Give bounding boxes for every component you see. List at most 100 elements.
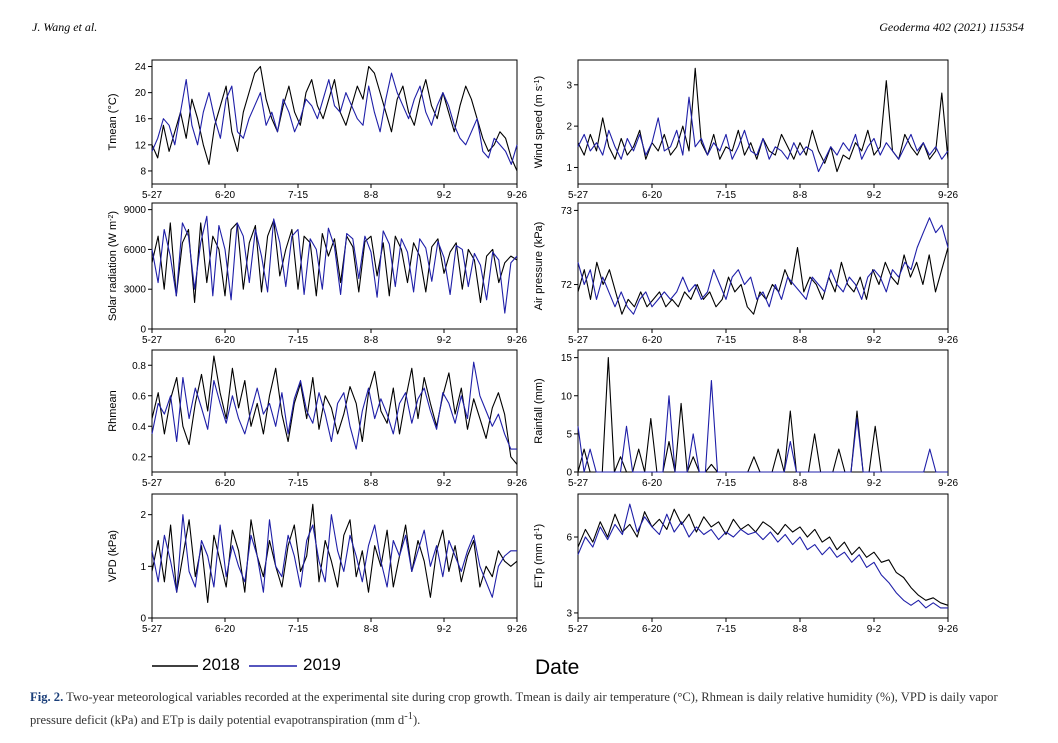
x-tick-label: 5-27 — [142, 190, 162, 201]
y-tick-label: 0 — [140, 325, 146, 336]
y-tick-label: 8 — [140, 166, 146, 177]
y-axis-label: Rhmean — [107, 390, 119, 432]
series-line-2018 — [577, 67, 949, 173]
y-tick-label: 5 — [566, 429, 572, 440]
series-line-2018 — [151, 355, 518, 465]
x-tick-label: 5-27 — [568, 335, 588, 346]
x-tick-label: 7-15 — [288, 190, 308, 201]
x-tick-label: 9-2 — [867, 478, 882, 489]
legend-label-2018: 2018 — [202, 655, 240, 674]
x-tick-label: 8-8 — [364, 335, 379, 346]
x-tick-label: 8-8 — [364, 190, 379, 201]
x-tick-label: 8-8 — [364, 478, 379, 489]
y-axis-label: Wind speed (m s-1) — [533, 76, 545, 168]
x-tick-label: 7-15 — [716, 624, 736, 635]
x-tick-label: 6-20 — [215, 478, 235, 489]
x-tick-label: 9-26 — [507, 190, 527, 201]
x-tick-label: 9-26 — [938, 478, 958, 489]
x-tick-label: 5-27 — [568, 478, 588, 489]
y-tick-label: 0 — [566, 468, 572, 479]
x-tick-label: 8-8 — [364, 624, 379, 635]
y-axis-label: Tmean (°C) — [107, 94, 119, 151]
y-axis-label: Solar radiation (W m-2) — [107, 211, 119, 321]
x-tick-label: 6-20 — [215, 624, 235, 635]
plot-frame — [577, 493, 949, 619]
chart-solar: 0 3000 6000 9000 5-27 6-20 7-15 8-8 9-2 9-26 Solar… — [107, 202, 527, 346]
x-tick-label: 5-27 — [142, 478, 162, 489]
chart-tmean: 8 12 16 20 24 5-27 6-20 7-15 8-8 9-2 9-26 Tmean (°C… — [107, 59, 527, 201]
y-tick-label: 1 — [140, 562, 146, 573]
y-tick-label: 73 — [561, 206, 573, 217]
x-tick-label: 6-20 — [215, 190, 235, 201]
plot-frame — [577, 349, 949, 473]
x-tick-label: 9-2 — [437, 190, 452, 201]
x-tick-label: 5-27 — [142, 335, 162, 346]
x-tick-label: 8-8 — [793, 335, 808, 346]
y-tick-label: 9000 — [124, 205, 147, 216]
series-line-2019 — [151, 361, 517, 450]
x-tick-label: 9-26 — [507, 478, 527, 489]
x-tick-label: 9-2 — [867, 624, 882, 635]
chart-wind: 1 2 3 5-27 6-20 7-15 8-8 9-2 9-26 Wind speed (m s… — [533, 59, 958, 201]
y-tick-label: 16 — [135, 114, 147, 125]
series-line-2018 — [151, 219, 518, 304]
x-tick-label: 5-27 — [568, 624, 588, 635]
caption-figure-number: Fig. 2. — [30, 690, 64, 704]
x-tick-label: 6-20 — [215, 335, 235, 346]
x-tick-label: 7-15 — [288, 335, 308, 346]
caption-tail: ). — [412, 713, 421, 728]
y-tick-label: 0 — [140, 614, 146, 625]
series-line-2019 — [577, 217, 949, 315]
y-tick-label: 72 — [561, 280, 573, 291]
plot-frame — [577, 202, 949, 330]
y-axis-label: Air pressure (kPa) — [533, 222, 545, 311]
y-tick-label: 2 — [566, 122, 572, 133]
chart-rainfall: 0 5 10 15 5-27 6-20 7-15 8-8 9-2 9-26 Rainfall (mm… — [533, 349, 958, 489]
y-tick-label: 0.6 — [132, 391, 146, 402]
y-tick-label: 0.2 — [132, 452, 146, 463]
y-tick-label: 3 — [566, 608, 572, 619]
y-tick-label: 24 — [135, 62, 147, 73]
x-tick-label: 5-27 — [568, 190, 588, 201]
series-line-2019 — [577, 503, 948, 609]
x-tick-label: 9-26 — [507, 335, 527, 346]
x-tick-label: 7-15 — [716, 335, 736, 346]
series-line-2018 — [577, 246, 949, 315]
y-tick-label: 0.4 — [132, 422, 146, 433]
running-header-authors: J. Wang et al. — [32, 20, 98, 34]
series-line-2019 — [151, 514, 517, 598]
x-tick-label: 7-15 — [716, 190, 736, 201]
legend — [152, 665, 297, 667]
y-tick-label: 3000 — [124, 285, 147, 296]
plot-frame — [151, 59, 518, 185]
caption-text: Two-year meteorological variables record… — [30, 690, 998, 728]
chart-etp: 3 6 5-27 6-20 7-15 8-8 9-2 9-26 ETp (mm d-1) — [533, 493, 958, 635]
figure-caption: Fig. 2. Two-year meteorological variable… — [30, 688, 1028, 730]
series-line-2018 — [577, 508, 949, 606]
chart-pressure: 72 73 5-27 6-20 7-15 8-8 9-2 9-26 Air pressure (… — [533, 202, 958, 346]
y-tick-label: 10 — [561, 391, 573, 402]
x-tick-label: 7-15 — [716, 478, 736, 489]
x-tick-label: 6-20 — [642, 478, 662, 489]
plot-frame — [151, 493, 518, 619]
chart-rhmean: 0.2 0.4 0.6 0.8 5-27 6-20 7-15 8-8 9-2 9-26 Rhmean — [107, 349, 527, 489]
x-tick-label: 6-20 — [642, 335, 662, 346]
x-tick-label: 9-2 — [437, 335, 452, 346]
series-line-2018 — [151, 503, 518, 604]
y-tick-label: 2 — [140, 510, 146, 521]
y-axis-label: VPD (kPa) — [107, 530, 119, 582]
y-tick-label: 6000 — [124, 245, 147, 256]
plot-frame — [577, 59, 949, 185]
x-tick-label: 9-2 — [867, 190, 882, 201]
common-x-axis-label: Date — [535, 656, 580, 679]
running-header-journal: Geoderma 402 (2021) 115354 — [879, 20, 1024, 34]
x-tick-label: 9-26 — [507, 624, 527, 635]
y-tick-label: 3 — [566, 80, 572, 91]
series-line-2019 — [151, 72, 518, 165]
x-tick-label: 8-8 — [793, 624, 808, 635]
caption-superscript: -1 — [404, 711, 413, 722]
x-tick-label: 8-8 — [793, 190, 808, 201]
x-tick-label: 7-15 — [288, 624, 308, 635]
series-line-2018 — [577, 357, 948, 473]
